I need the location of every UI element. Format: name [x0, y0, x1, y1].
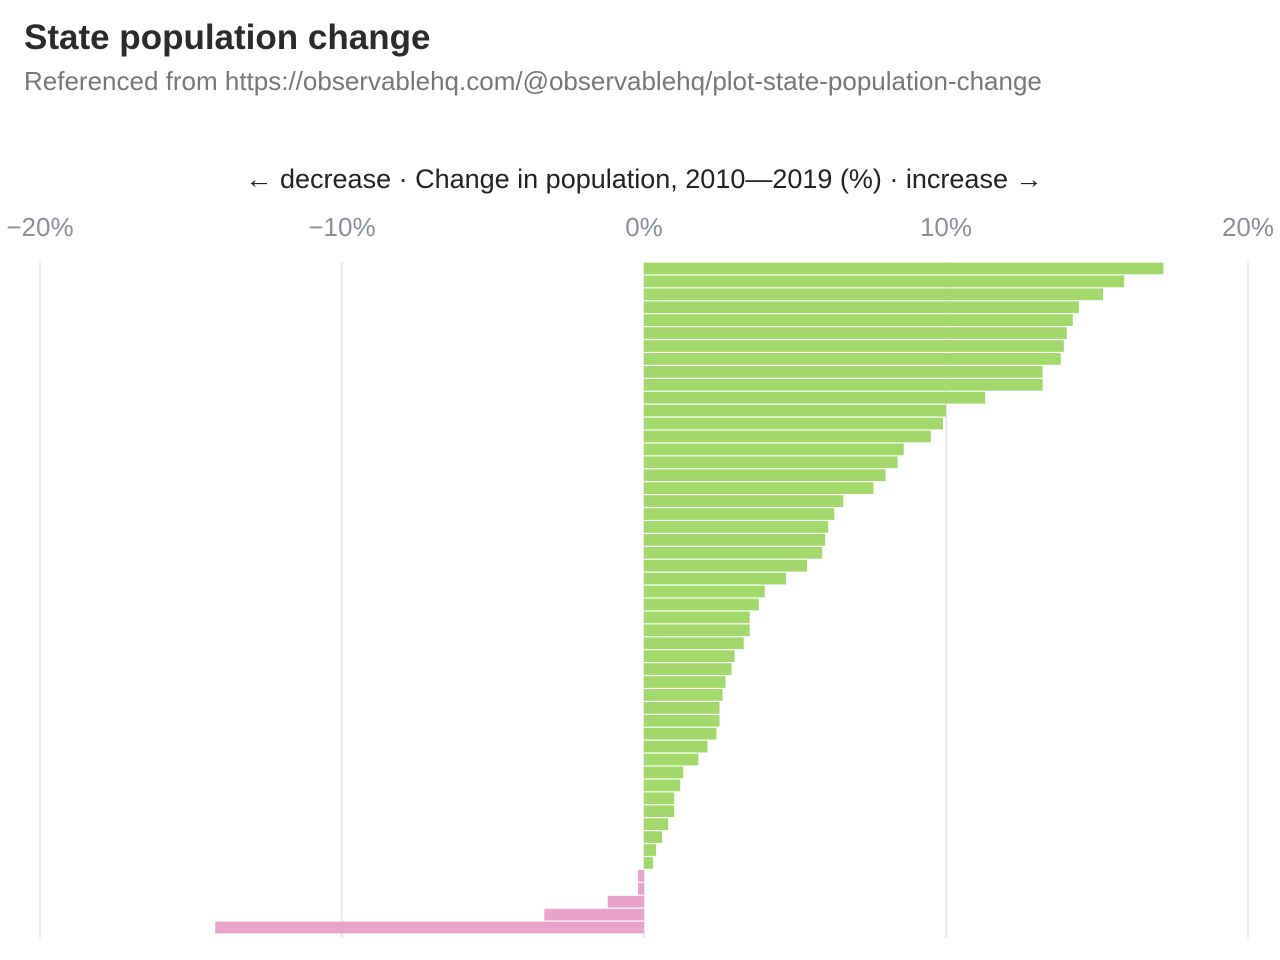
bar: [644, 521, 829, 533]
bar: [644, 792, 675, 805]
bar: [644, 404, 946, 417]
bar: [215, 921, 644, 934]
bar: [644, 727, 717, 740]
bar: [644, 753, 699, 766]
bar: [644, 456, 898, 469]
bar: [644, 365, 1043, 378]
bar: [644, 559, 808, 572]
bar: [644, 857, 654, 869]
bar: [644, 740, 708, 753]
bar: [644, 262, 1164, 275]
x-axis-ticks: −20% −10% 0% 10% 20%: [6, 212, 1274, 242]
bar: [644, 546, 823, 559]
bar: [637, 882, 644, 895]
chart-title: State population change: [24, 18, 431, 57]
bar: [644, 844, 657, 856]
bar: [644, 611, 750, 624]
bar: [644, 714, 720, 727]
bar: [607, 895, 644, 908]
bar: [644, 624, 750, 637]
bar: [644, 391, 986, 404]
bar: [644, 689, 723, 701]
bar: [644, 572, 786, 585]
bar: [637, 869, 644, 882]
bar: [644, 766, 684, 779]
bar: [644, 443, 904, 456]
bar: [644, 663, 732, 675]
bar: [644, 818, 669, 831]
bar: [644, 676, 726, 688]
bar: [544, 908, 644, 921]
bar: [644, 288, 1104, 301]
bar: [644, 701, 720, 714]
bar: [644, 779, 681, 792]
bar: [644, 469, 886, 482]
bar: [644, 533, 826, 546]
bar: [644, 314, 1073, 327]
chart-subtitle: Referenced from https://observablehq.com…: [24, 66, 1042, 96]
bar: [644, 508, 835, 520]
bar: [644, 275, 1125, 288]
bar: [644, 417, 943, 430]
bar: [644, 495, 844, 507]
bar: [644, 831, 663, 843]
x-tick-label: −20%: [6, 212, 73, 242]
x-tick-label: 0%: [625, 212, 663, 242]
bar: [644, 598, 759, 611]
bar: [644, 340, 1064, 352]
bars: [215, 262, 1164, 934]
bar: [644, 637, 744, 650]
bar: [644, 482, 874, 495]
bar: [644, 430, 931, 443]
bar: [644, 585, 765, 598]
x-axis-label: ← decrease · Change in population, 2010—…: [246, 164, 1043, 194]
bar: [644, 301, 1079, 314]
bar: [644, 650, 735, 663]
bar: [644, 378, 1043, 391]
x-tick-label: 10%: [920, 212, 972, 242]
bar: [644, 805, 675, 818]
bar: [644, 327, 1067, 339]
bar: [644, 353, 1061, 365]
x-tick-label: −10%: [308, 212, 375, 242]
x-tick-label: 20%: [1222, 212, 1274, 242]
